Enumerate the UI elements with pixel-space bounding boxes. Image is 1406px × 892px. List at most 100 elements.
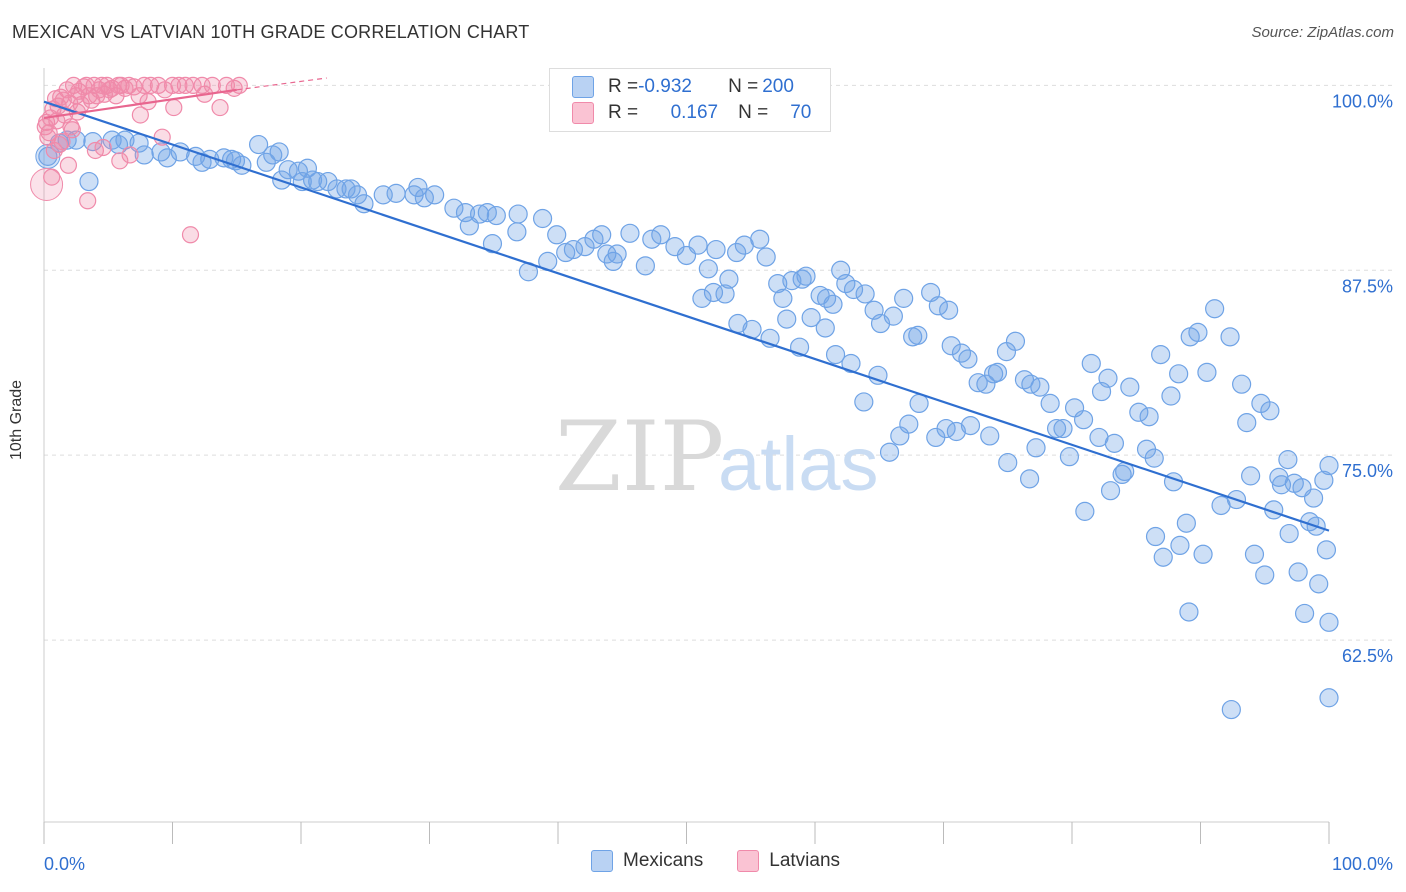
mexicans-point: [482, 234, 503, 254]
mexicans-point: [1019, 469, 1040, 489]
mexicans-point: [1221, 699, 1241, 720]
legend-r-value: 0.167: [670, 102, 719, 123]
latvians-point: [153, 128, 171, 146]
y-tick-label: 87.5%: [1342, 276, 1393, 296]
mexicans-point: [1193, 544, 1213, 564]
legend-item-mexicans: Mexicans: [591, 850, 703, 872]
mexicans-point: [134, 145, 154, 165]
mexicans-point: [706, 239, 726, 260]
mexicans-point: [843, 279, 864, 300]
mexicans-point: [883, 306, 903, 326]
mexicans-point: [987, 362, 1008, 382]
mexicans-point: [1188, 322, 1208, 343]
mexicans-point: [868, 365, 888, 385]
mexicans-point: [926, 427, 946, 448]
y-tick-label: 62.5%: [1342, 646, 1393, 666]
mexicans-point: [1309, 574, 1329, 594]
legend-r-label: R =: [608, 102, 639, 123]
mexicans-point: [66, 130, 86, 150]
mexicans-point: [642, 229, 662, 249]
mexicans-point: [1100, 481, 1121, 501]
mexicans-point: [958, 349, 978, 369]
watermark-zip: ZIP: [555, 401, 724, 513]
mexicans-point: [1089, 427, 1109, 448]
trend-lines: [43, 77, 1330, 532]
mexicans-point: [1271, 475, 1292, 495]
y-tick-label: 75.0%: [1342, 461, 1393, 481]
mexicans-point: [256, 152, 276, 172]
mexicans-point: [727, 242, 747, 263]
mexicans-point: [1176, 513, 1196, 533]
mexicans-point: [547, 225, 567, 245]
mexicans-point: [1161, 386, 1181, 406]
mexicans-point: [1005, 331, 1026, 351]
series-legend: Mexicans Latvians: [591, 850, 874, 872]
axes: [43, 68, 1330, 844]
mexicans-point: [170, 142, 190, 162]
mexicans-point: [1260, 401, 1280, 421]
latvians-point: [184, 76, 202, 94]
mexicans-point: [1145, 526, 1166, 547]
y-axis-label: 10th Grade: [8, 379, 25, 460]
mexicans-point: [909, 393, 929, 414]
mexicans-legend-swatch: [591, 850, 613, 872]
mexicans-point: [836, 273, 856, 294]
mexicans-point: [998, 452, 1018, 473]
mexicans-point: [879, 442, 900, 462]
mexicans-point: [1153, 547, 1173, 567]
mexicans-point: [386, 183, 406, 203]
mexicans-point: [841, 353, 861, 374]
latvians-point: [131, 106, 149, 124]
latvians-point: [46, 90, 65, 108]
mexicans-point: [968, 373, 988, 393]
mexicans-point: [1075, 501, 1095, 521]
mexicans-point: [1179, 602, 1199, 622]
mexicans-point: [1073, 410, 1094, 430]
latvians-point: [163, 76, 182, 94]
mexicans-point: [297, 158, 318, 178]
latvians-point: [59, 156, 78, 174]
mexicans-point: [592, 225, 612, 245]
latvians-point: [121, 146, 139, 164]
latvians-point: [53, 133, 71, 151]
latvians-point: [79, 192, 97, 210]
mexicans-point: [825, 344, 846, 365]
mexicans-point: [1205, 299, 1225, 319]
mexicans-point: [1255, 565, 1275, 585]
correlation-legend: R = -0.932 N = 200 R = 0.167 N = 70: [549, 68, 831, 132]
mexicans-point: [1211, 495, 1231, 516]
legend-r-label: R =: [608, 76, 639, 97]
mexicans-point: [635, 256, 655, 276]
mexicans-point: [1303, 488, 1324, 508]
mexicans-point: [815, 318, 835, 338]
legend-n-label: N =: [738, 102, 769, 123]
mexicans-point: [425, 185, 445, 205]
latvians-point: [30, 167, 64, 201]
legend-row-latvians: R = 0.167 N = 70: [572, 100, 811, 126]
mexicans-point: [908, 325, 928, 345]
source-label: Source: ZipAtlas.com: [1251, 24, 1394, 41]
mexicans-point: [444, 198, 464, 218]
mexicans-point: [354, 194, 374, 214]
latvians-point: [165, 98, 183, 117]
mexicans-point: [777, 309, 797, 329]
mexicans-point: [620, 223, 640, 243]
x-tick-label: 100.0%: [1332, 854, 1393, 874]
mexicans-trendline: [43, 100, 1330, 532]
latvians-point: [170, 76, 188, 94]
latvians-point: [135, 76, 153, 94]
mexicans-point: [1316, 540, 1337, 560]
mexicans-point: [756, 247, 776, 267]
mexicans-point: [1129, 402, 1149, 422]
mexicans-point: [928, 296, 948, 316]
mexicans-point: [248, 134, 269, 155]
mexicans-point: [1288, 562, 1308, 582]
mexicans-point: [750, 229, 770, 249]
mexicans-point: [703, 282, 724, 303]
mexicans-point: [1169, 364, 1189, 384]
mexicans-point: [1314, 470, 1334, 490]
mexicans-point: [1220, 327, 1240, 347]
mexicans-point: [1241, 466, 1261, 486]
latvians-point: [36, 118, 54, 136]
mexicans-point: [1112, 464, 1132, 485]
